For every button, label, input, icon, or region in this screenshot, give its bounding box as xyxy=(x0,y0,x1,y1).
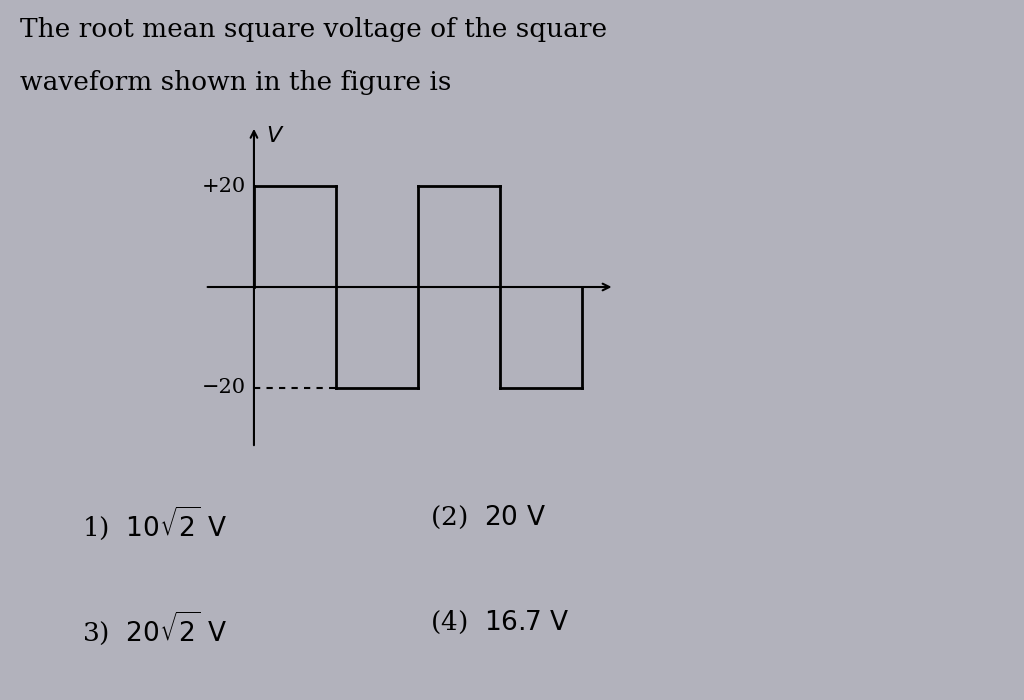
Text: (4)  $16.7\ \mathrm{V}$: (4) $16.7\ \mathrm{V}$ xyxy=(430,609,569,636)
Text: (2)  $20\ \mathrm{V}$: (2) $20\ \mathrm{V}$ xyxy=(430,504,546,531)
Text: waveform shown in the figure is: waveform shown in the figure is xyxy=(20,70,452,95)
Text: 1)  $10\sqrt{2}\ \mathrm{V}$: 1) $10\sqrt{2}\ \mathrm{V}$ xyxy=(82,504,227,542)
Text: 3)  $20\sqrt{2}\ \mathrm{V}$: 3) $20\sqrt{2}\ \mathrm{V}$ xyxy=(82,609,227,647)
Text: $V$: $V$ xyxy=(266,125,285,147)
Text: The root mean square voltage of the square: The root mean square voltage of the squa… xyxy=(20,18,607,43)
Text: +20: +20 xyxy=(202,177,246,196)
Text: −20: −20 xyxy=(202,378,246,397)
